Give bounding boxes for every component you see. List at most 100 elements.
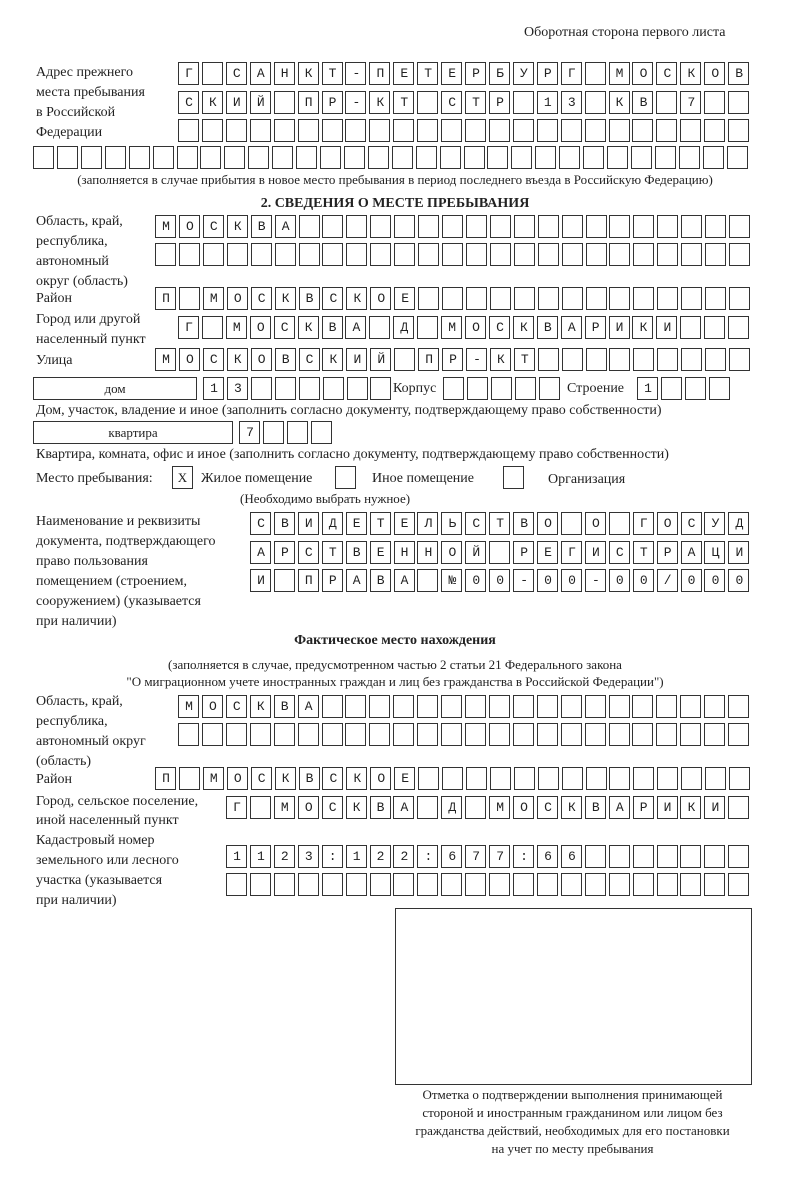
letter-cell[interactable] bbox=[442, 243, 464, 266]
letter-cell[interactable] bbox=[393, 723, 415, 746]
letter-cell[interactable] bbox=[273, 541, 295, 564]
letter-cell[interactable] bbox=[560, 541, 582, 564]
letter-cell[interactable] bbox=[250, 287, 272, 310]
letter-cell[interactable] bbox=[393, 796, 415, 819]
letter-cell[interactable] bbox=[442, 767, 464, 790]
letter-cell[interactable] bbox=[704, 62, 726, 85]
letter-cell[interactable] bbox=[178, 243, 200, 266]
letter-cell[interactable] bbox=[657, 767, 679, 790]
letter-cell[interactable] bbox=[609, 348, 631, 371]
letter-cell[interactable] bbox=[442, 348, 464, 371]
letter-cell[interactable] bbox=[514, 377, 536, 400]
letter-cell[interactable] bbox=[465, 348, 487, 371]
letter-cell[interactable] bbox=[728, 873, 750, 896]
letter-cell[interactable] bbox=[680, 512, 702, 535]
letter-cell[interactable] bbox=[632, 512, 654, 535]
letter-cell[interactable] bbox=[465, 316, 487, 339]
letter-cell[interactable] bbox=[322, 377, 344, 400]
letter-cell[interactable] bbox=[346, 243, 368, 266]
letter-cell[interactable] bbox=[394, 348, 416, 371]
letter-cell[interactable] bbox=[178, 723, 199, 746]
letter-cell[interactable] bbox=[656, 796, 678, 819]
letter-cell[interactable] bbox=[104, 146, 126, 169]
letter-cell[interactable] bbox=[346, 767, 368, 790]
letter-cell[interactable] bbox=[728, 316, 750, 339]
letter-cell[interactable] bbox=[678, 146, 700, 169]
letter-cell[interactable] bbox=[178, 695, 199, 718]
letter-cell[interactable] bbox=[489, 873, 511, 896]
letter-cell[interactable] bbox=[489, 569, 511, 592]
letter-cell[interactable] bbox=[608, 62, 630, 85]
letter-cell[interactable] bbox=[512, 62, 534, 85]
letter-cell[interactable] bbox=[346, 348, 368, 371]
letter-cell[interactable] bbox=[418, 243, 440, 266]
letter-cell[interactable] bbox=[560, 62, 582, 85]
letter-cell[interactable] bbox=[274, 348, 296, 371]
letter-cell[interactable] bbox=[512, 91, 534, 114]
letter-cell[interactable] bbox=[632, 91, 654, 114]
letter-cell[interactable] bbox=[225, 316, 247, 339]
letter-cell[interactable] bbox=[393, 541, 415, 564]
letter-cell[interactable] bbox=[178, 91, 199, 114]
letter-cell[interactable] bbox=[273, 873, 295, 896]
letter-cell[interactable] bbox=[439, 146, 461, 169]
letter-cell[interactable] bbox=[321, 316, 343, 339]
letter-cell[interactable] bbox=[248, 146, 270, 169]
letter-cell[interactable] bbox=[680, 796, 702, 819]
letter-cell[interactable] bbox=[441, 91, 463, 114]
letter-cell[interactable] bbox=[345, 316, 367, 339]
letter-cell[interactable] bbox=[465, 512, 487, 535]
letter-cell[interactable] bbox=[633, 215, 655, 238]
letter-cell[interactable] bbox=[441, 845, 463, 868]
letter-cell[interactable] bbox=[345, 569, 367, 592]
letter-cell[interactable] bbox=[489, 845, 511, 868]
letter-cell[interactable] bbox=[321, 62, 343, 85]
letter-cell[interactable] bbox=[705, 767, 727, 790]
letter-cell[interactable] bbox=[249, 695, 271, 718]
house-type-field[interactable]: дом bbox=[33, 377, 197, 400]
letter-cell[interactable] bbox=[632, 796, 654, 819]
letter-cell[interactable] bbox=[274, 243, 296, 266]
letter-cell[interactable] bbox=[273, 512, 295, 535]
letter-cell[interactable] bbox=[537, 287, 559, 310]
letter-cell[interactable] bbox=[201, 62, 223, 85]
letter-cell[interactable] bbox=[608, 512, 630, 535]
letter-cell[interactable] bbox=[704, 316, 726, 339]
letter-cell[interactable] bbox=[657, 287, 679, 310]
letter-cell[interactable] bbox=[273, 119, 295, 142]
letter-cell[interactable] bbox=[369, 91, 391, 114]
letter-cell[interactable] bbox=[321, 845, 343, 868]
letter-cell[interactable] bbox=[393, 62, 415, 85]
letter-cell[interactable] bbox=[656, 62, 678, 85]
letter-cell[interactable] bbox=[728, 62, 750, 85]
letter-cell[interactable] bbox=[656, 316, 678, 339]
letter-cell[interactable] bbox=[656, 723, 678, 746]
letter-cell[interactable] bbox=[274, 377, 296, 400]
letter-cell[interactable] bbox=[463, 146, 485, 169]
letter-cell[interactable] bbox=[726, 146, 748, 169]
letter-cell[interactable] bbox=[705, 287, 727, 310]
letter-cell[interactable] bbox=[155, 243, 176, 266]
letter-cell[interactable] bbox=[393, 512, 415, 535]
letter-cell[interactable] bbox=[321, 512, 343, 535]
letter-cell[interactable] bbox=[632, 119, 654, 142]
letter-cell[interactable] bbox=[608, 695, 630, 718]
letter-cell[interactable] bbox=[560, 796, 582, 819]
letter-cell[interactable] bbox=[417, 62, 439, 85]
letter-cell[interactable] bbox=[224, 146, 246, 169]
letter-cell[interactable] bbox=[704, 845, 726, 868]
letter-cell[interactable] bbox=[178, 767, 200, 790]
letter-cell[interactable] bbox=[465, 695, 487, 718]
letter-cell[interactable] bbox=[321, 723, 343, 746]
letter-cell[interactable] bbox=[226, 377, 248, 400]
letter-cell[interactable] bbox=[560, 119, 582, 142]
letter-cell[interactable] bbox=[321, 119, 343, 142]
letter-cell[interactable] bbox=[321, 91, 343, 114]
letter-cell[interactable] bbox=[417, 316, 439, 339]
letter-cell[interactable] bbox=[609, 767, 631, 790]
letter-cell[interactable] bbox=[608, 873, 630, 896]
letter-cell[interactable] bbox=[239, 421, 260, 444]
letter-cell[interactable] bbox=[418, 767, 440, 790]
letter-cell[interactable] bbox=[536, 723, 558, 746]
letter-cell[interactable] bbox=[729, 243, 751, 266]
